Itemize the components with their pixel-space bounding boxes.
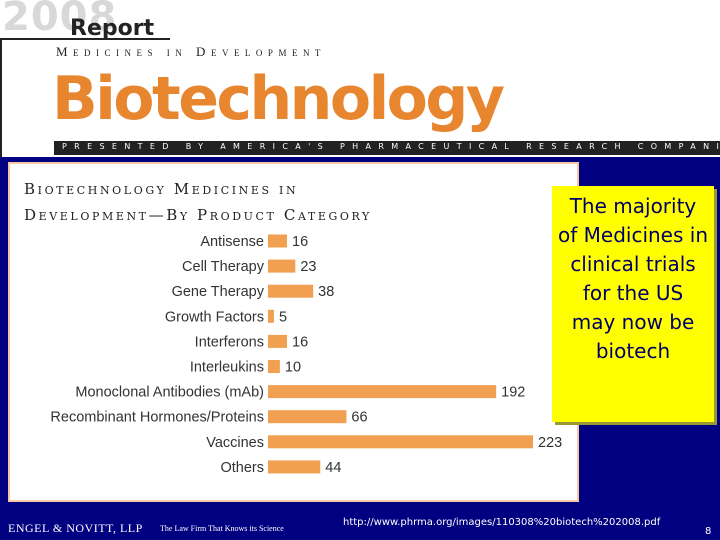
source-link[interactable]: http://www.phrma.org/images/110308%20bio… (343, 517, 661, 528)
category-label: Antisense (200, 234, 264, 250)
bar (268, 234, 288, 248)
presented-by-text: PRESENTED BY AMERICA'S PHARMACEUTICAL RE… (62, 142, 720, 151)
report-label: Report (70, 16, 155, 41)
firm-name: ENGEL & NOVITT, LLP (8, 521, 143, 535)
report-header: 2008 Report Medicines in Development Bio… (0, 0, 720, 157)
bar (268, 360, 280, 373)
firm-tagline: The Law Firm That Knows its Science (160, 524, 284, 533)
report-title: Biotechnology (52, 64, 505, 134)
page-number: 8 (705, 526, 712, 537)
category-label: Cell Therapy (182, 259, 265, 275)
bar (268, 410, 347, 424)
bar (268, 435, 533, 449)
callout-text: The majority of Medicines in clinical tr… (558, 194, 708, 363)
category-label: Recombinant Hormones/Proteins (50, 410, 264, 426)
category-label: Vaccines (206, 435, 264, 451)
value-label: 10 (285, 360, 301, 376)
chart-title: Biotechnology Medicines in Development—B… (24, 176, 494, 228)
bar (268, 334, 288, 348)
header-left-rule (0, 40, 2, 157)
bar (268, 460, 321, 474)
header-rule (0, 38, 170, 40)
value-label: 223 (538, 435, 562, 451)
chart-panel: Biotechnology Medicines in Development—B… (8, 162, 579, 502)
bar-chart: Antisense 16 Cell Therapy 23 Gene Therapy 38 G… (50, 234, 562, 476)
presented-by-band: PRESENTED BY AMERICA'S PHARMACEUTICAL RE… (54, 141, 720, 155)
value-label: 66 (351, 410, 367, 426)
category-label: Interferons (195, 334, 264, 350)
value-label: 23 (300, 259, 316, 275)
category-label: Interleukins (190, 360, 264, 376)
bar (268, 259, 296, 273)
bar (268, 385, 497, 399)
callout-box: The majority of Medicines in clinical tr… (552, 186, 714, 422)
value-label: 16 (292, 234, 308, 250)
value-label: 44 (325, 460, 341, 476)
value-label: 192 (501, 385, 525, 401)
chart-title-line-2: Development—By Product Category (24, 206, 372, 224)
category-label: Others (220, 460, 264, 476)
bar (268, 309, 274, 323)
report-subtitle: Medicines in Development (56, 44, 326, 59)
value-label: 16 (292, 334, 308, 350)
category-label: Growth Factors (165, 309, 264, 325)
report-year: 2008 (2, 0, 118, 40)
bar (268, 284, 314, 298)
category-label: Monoclonal Antibodies (mAb) (75, 385, 264, 401)
category-label: Gene Therapy (172, 284, 265, 300)
value-label: 5 (279, 309, 287, 325)
chart-title-line-1: Biotechnology Medicines in (24, 180, 299, 198)
value-label: 38 (318, 284, 334, 300)
